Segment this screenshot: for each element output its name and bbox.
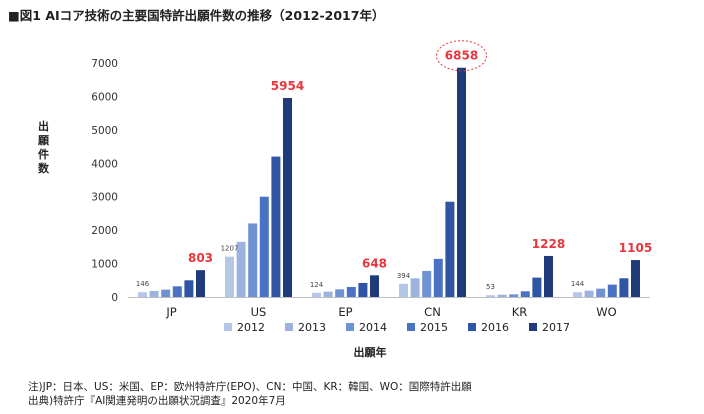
data-label-2017: 648 <box>362 256 387 270</box>
bar-EP-2013 <box>323 291 333 297</box>
bar-KR-2016 <box>532 277 542 297</box>
bar-CN-2017 <box>457 67 466 297</box>
data-label-2017: 1228 <box>532 237 565 251</box>
y-tick-label: 7000 <box>91 58 118 70</box>
data-label-2017: 6858 <box>445 49 478 63</box>
y-tick-label: 4000 <box>91 158 118 170</box>
y-axis-label: 出願件数 <box>38 119 50 175</box>
bar-US-2017 <box>283 97 292 298</box>
bar-chart: 出願件数 0 1000 2000 3000 4000 5000 6000 7000 146 80… <box>38 40 652 359</box>
legend: 2012 2013 2014 2015 2016 2017 <box>224 321 570 334</box>
bar-CN-2016 <box>445 201 455 297</box>
data-labels: 146 803 1207 5954 124 648 394 6858 53 1228 144 1105 <box>136 40 652 291</box>
legend-swatch-2012 <box>224 323 232 331</box>
legend-swatch-2017 <box>529 323 537 331</box>
data-label-2012: 1207 <box>221 245 239 253</box>
data-label-2012: 53 <box>486 283 495 291</box>
bar-JP-2017 <box>196 270 205 297</box>
x-tick-label: WO <box>596 305 616 319</box>
bar-WO-2017 <box>631 260 640 297</box>
data-label-2012: 124 <box>310 281 324 289</box>
y-axis-label-text: 出願件数 <box>38 119 50 175</box>
bar-CN-2015 <box>433 258 443 297</box>
bar-JP-2016 <box>184 280 194 297</box>
bar-CN-2014 <box>422 270 432 297</box>
x-tick-label: US <box>251 305 267 319</box>
bar-EP-2016 <box>358 282 368 297</box>
legend-label-2015: 2015 <box>420 321 448 334</box>
bar-WO-2016 <box>619 278 629 297</box>
x-tick-label: CN <box>424 305 441 319</box>
bar-US-2015 <box>259 196 269 297</box>
footnote-source: 出典)特許庁『AI関連発明の出願状況調査』2020年7月 <box>28 395 286 407</box>
bar-WO-2015 <box>607 284 617 297</box>
legend-label-2014: 2014 <box>359 321 387 334</box>
data-label-2017: 5954 <box>271 79 304 93</box>
bar-JP-2015 <box>172 286 182 297</box>
x-axis-ticks: JP US EP CN KR WO <box>165 305 616 319</box>
bar-EP-2012 <box>312 292 321 297</box>
legend-swatch-2013 <box>285 323 293 331</box>
highlight-ellipse <box>436 40 487 72</box>
bar-KR-2015 <box>520 291 530 297</box>
bar-KR-2014 <box>509 294 519 297</box>
footnote-abbreviations: 注)JP：日本、US：米国、EP：欧州特許庁(EPO)、CN：中国、KR：韓国、… <box>28 381 472 393</box>
data-label-2012: 144 <box>571 280 585 288</box>
bar-US-2014 <box>248 223 258 297</box>
footnotes: 注)JP：日本、US：米国、EP：欧州特許庁(EPO)、CN：中国、KR：韓国、… <box>28 380 472 408</box>
bar-US-2012 <box>225 256 234 297</box>
y-tick-label: 1000 <box>91 259 118 271</box>
bar-JP-2013 <box>149 290 159 297</box>
y-tick-label: 2000 <box>91 225 118 237</box>
legend-swatch-2014 <box>346 323 354 331</box>
data-label-2012: 146 <box>136 280 150 288</box>
y-tick-label: 0 <box>111 292 118 304</box>
legend-label-2012: 2012 <box>237 321 265 334</box>
bars <box>138 67 640 298</box>
bar-WO-2013 <box>584 290 594 297</box>
legend-swatch-2016 <box>468 323 476 331</box>
y-axis-ticks: 0 1000 2000 3000 4000 5000 6000 7000 <box>91 58 118 304</box>
bar-EP-2014 <box>335 289 345 297</box>
bar-US-2013 <box>236 241 246 297</box>
bar-KR-2012 <box>486 295 495 297</box>
bar-EP-2017 <box>370 275 379 297</box>
legend-swatch-2015 <box>407 323 415 331</box>
x-axis-label: 出願年 <box>354 345 387 359</box>
chart-title: ■図1 AIコア技術の主要国特許出願件数の推移（2012-2017年） <box>8 8 385 23</box>
y-tick-label: 5000 <box>91 125 118 137</box>
y-tick-label: 6000 <box>91 91 118 103</box>
legend-label-2013: 2013 <box>298 321 326 334</box>
data-label-2017: 803 <box>188 251 213 265</box>
bar-WO-2014 <box>596 288 606 297</box>
bar-KR-2013 <box>497 294 507 297</box>
bar-JP-2012 <box>138 292 147 297</box>
bar-KR-2017 <box>544 255 553 297</box>
legend-label-2016: 2016 <box>481 321 509 334</box>
bar-CN-2013 <box>410 278 420 297</box>
bar-WO-2012 <box>573 292 582 297</box>
bar-JP-2014 <box>161 289 171 297</box>
data-label-2012: 394 <box>397 272 411 280</box>
x-tick-label: EP <box>338 305 352 319</box>
bar-EP-2015 <box>346 286 356 297</box>
legend-label-2017: 2017 <box>542 321 570 334</box>
bar-US-2016 <box>271 156 281 297</box>
data-label-2017: 1105 <box>619 241 652 255</box>
x-tick-label: JP <box>165 305 176 319</box>
y-tick-label: 3000 <box>91 192 118 204</box>
x-tick-label: KR <box>512 305 528 319</box>
bar-CN-2012 <box>399 283 408 297</box>
